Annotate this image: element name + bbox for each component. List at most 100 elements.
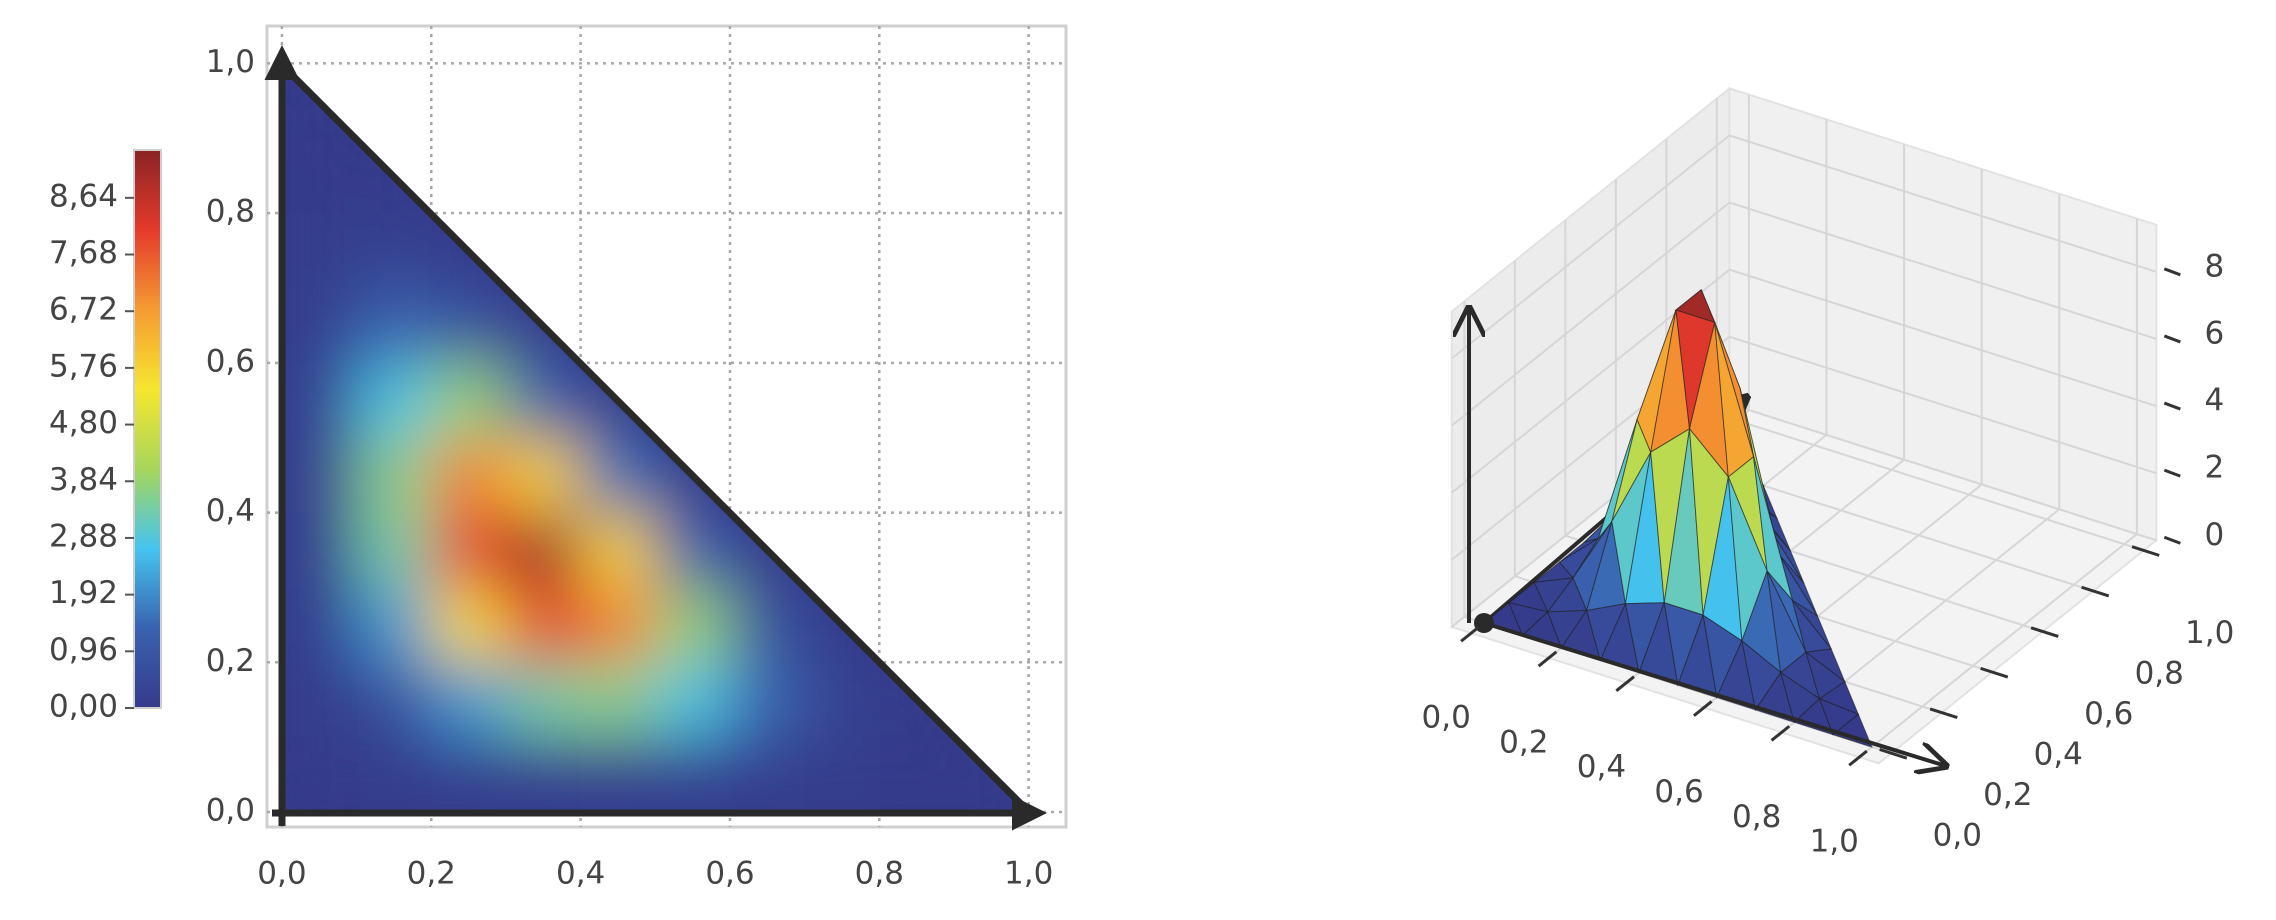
tick-labels: 0,0 0,2 0,4 0,6 0,8 1,0 0,0 0,2 0,4 0,6 0,8 1,0	[206, 44, 1054, 892]
colorbar-tick-label: 7,68	[49, 235, 118, 271]
heatmap-cell	[431, 512, 507, 588]
heatmap-cell	[282, 213, 358, 289]
heatmap-cell	[804, 662, 880, 738]
x-axis-arrow	[1483, 621, 1946, 766]
heatmap-cell	[879, 737, 955, 812]
x-tick	[1770, 725, 1791, 742]
x-tick	[1460, 625, 1480, 643]
heatmap-panel: 0,0 0,2 0,4 0,6 0,8 1,0 0,0 0,2 0,4 0,6 0,8 1,0 0,0…	[49, 24, 1068, 892]
x-tick-label: 0,6	[1654, 774, 1703, 810]
heatmap-cell	[356, 362, 432, 439]
grid-line	[1729, 335, 2157, 475]
heatmap-cell	[356, 213, 432, 289]
z-tick-label: 2	[2204, 450, 2224, 486]
grid-line	[1716, 413, 2145, 552]
heatmap-cell	[282, 512, 358, 588]
heatmap-cell	[356, 662, 432, 738]
z-tick-label: 6	[2204, 315, 2224, 351]
x-tick-label: 0,2	[407, 856, 456, 892]
heatmap-cell	[655, 587, 731, 663]
heatmap-cell	[505, 437, 582, 514]
y-tick-label: 0,6	[2084, 696, 2133, 732]
colorbar-tick-label: 6,72	[49, 292, 118, 328]
heatmap-cell	[729, 587, 806, 663]
heatmap-cell	[655, 512, 731, 588]
heatmap-cell	[505, 662, 582, 738]
x-tick	[1615, 675, 1635, 693]
colorbar-tick-label: 1,92	[49, 575, 118, 611]
colorbar-tick-label: 8,64	[49, 178, 118, 214]
heatmap-cell	[580, 512, 656, 588]
heatmap-cell	[282, 737, 358, 812]
simplex-edge	[279, 62, 1032, 815]
z-tick	[2163, 468, 2181, 478]
y-tick-label: 0,2	[206, 643, 255, 679]
x-tick-label: 1,0	[1810, 824, 1859, 860]
heatmap-cell	[580, 437, 656, 514]
heatmap-cell	[580, 737, 656, 812]
surface-facet	[1677, 613, 1718, 699]
heatmap-cell	[282, 362, 358, 439]
x-tick-label: 0,2	[1499, 724, 1548, 760]
heatmap-cell	[356, 512, 432, 588]
y-tick-label: 0,4	[2034, 737, 2083, 773]
colorbar	[133, 149, 162, 709]
heatmap-cell	[655, 662, 731, 738]
grid-line	[1729, 201, 2157, 340]
z-tick-label: 0	[2204, 517, 2224, 553]
colorbar-tick-label: 0,00	[49, 689, 118, 725]
x-tick-label: 0,8	[855, 856, 904, 892]
heatmap-cell	[729, 662, 806, 738]
y-tick-label: 1,0	[2185, 615, 2234, 651]
heatmap-cells	[282, 65, 1029, 812]
heatmap-cell	[356, 437, 432, 514]
grid-line	[1729, 402, 2157, 542]
heatmap-cell	[282, 288, 358, 364]
surface-panel: 0,00,20,40,60,81,0 0,00,20,40,60,81,00246…	[1422, 86, 2235, 860]
y-tick	[1879, 748, 1908, 760]
colorbar-tick-label: 3,84	[49, 462, 118, 498]
heatmap-cell	[282, 437, 358, 514]
heatmap-cell	[431, 737, 507, 812]
y-tick	[1980, 666, 2009, 679]
heatmap-cell	[431, 288, 507, 364]
heatmap-cell	[729, 737, 806, 812]
heatmap-clip	[282, 65, 1029, 812]
z-tick	[2163, 267, 2181, 277]
heatmap-cell	[804, 737, 880, 812]
tick-labels: 0,00,20,40,60,81,0 0,00,20,40,60,81,00246…	[1422, 248, 2235, 859]
colorbar-tick-label: 5,76	[49, 348, 118, 384]
y-tick-label: 0,0	[206, 793, 255, 829]
heatmap-cell	[580, 662, 656, 738]
y-tick	[2081, 585, 2110, 598]
x-tick	[1848, 749, 1868, 767]
x-tick-label: 0,4	[1577, 749, 1626, 785]
z-tick-label: 4	[2204, 383, 2224, 419]
heatmap-cell	[431, 662, 507, 738]
y-tick-label: 0,2	[1983, 777, 2032, 813]
heatmap-cell	[356, 288, 432, 364]
heatmap-cell	[282, 138, 358, 214]
x-tick	[1693, 700, 1713, 717]
x-tick-label: 0,6	[705, 856, 754, 892]
y-tick-label: 0,6	[206, 343, 255, 379]
y-tick	[2030, 626, 2059, 638]
grid-line	[1451, 134, 1731, 360]
heatmap-cell	[356, 587, 432, 663]
heatmap-cell	[356, 737, 432, 812]
colorbar-ticks: 0,00 0,96 1,92 2,88 3,84 4,80 5,76 6,72 7,68 8,64	[49, 178, 134, 725]
y-tick-label: 0,4	[206, 493, 255, 529]
heatmap-cell	[282, 587, 358, 663]
grid-line	[1451, 201, 1731, 427]
heatmap-cell	[505, 362, 582, 439]
heatmap-cell	[580, 587, 656, 663]
heatmap-cell	[282, 662, 358, 738]
z-tick-label: 8	[2204, 248, 2224, 284]
y-tick-label: 0,8	[2135, 655, 2184, 691]
heatmap-cell	[431, 437, 507, 514]
grid-line	[1729, 268, 2157, 407]
heatmap-cell	[431, 587, 507, 663]
colorbar-tick-label: 2,88	[49, 518, 118, 554]
heatmap-cell	[431, 362, 507, 439]
